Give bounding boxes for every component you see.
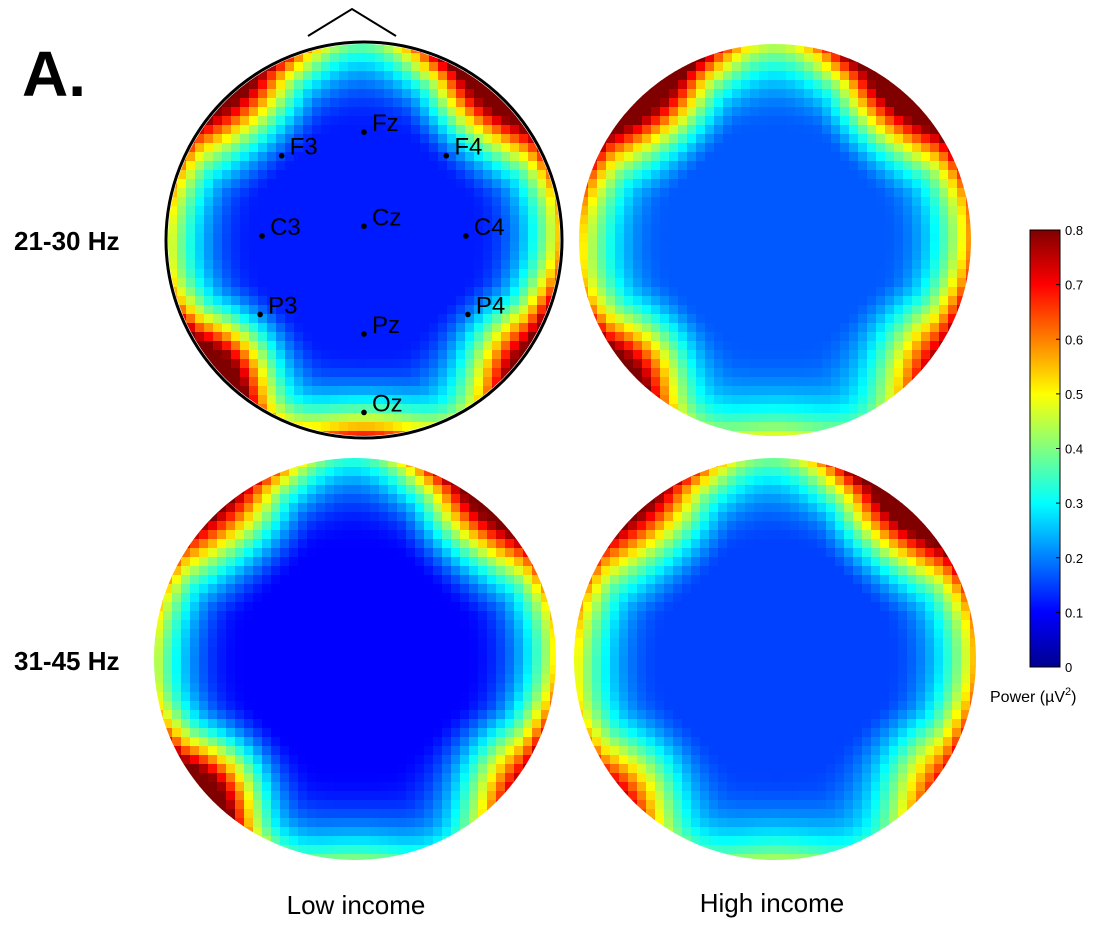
colorbar-tick-label: 0.8 — [1065, 223, 1083, 238]
topomap-layer — [154, 44, 976, 860]
colorbar-tick-label: 0.2 — [1065, 551, 1083, 566]
electrode-dot-p4 — [465, 311, 471, 318]
colorbar: 0 0.1 0.2 0.3 0.4 0.5 0.6 0.7 0.8 Power (µV2) — [990, 223, 1083, 706]
colorbar-tick-label: 0.5 — [1065, 387, 1083, 402]
electrode-label-pz: Pz — [372, 312, 400, 339]
electrode-label-c4: C4 — [474, 214, 505, 241]
electrode-dot-cz — [361, 223, 367, 230]
electrode-label-p4: P4 — [476, 292, 505, 319]
topomap-21-30-hz-low-income — [168, 44, 560, 436]
electrode-label-fz: Fz — [372, 110, 399, 137]
colorbar-title: Power (µV2) — [990, 686, 1076, 706]
head-outline — [164, 40, 564, 440]
colorbar-tick-label: 0.7 — [1065, 278, 1083, 293]
colorbar-title-sup: 2 — [1065, 686, 1071, 698]
electrode-dot-c3 — [259, 233, 265, 239]
colorbar-gradient — [1029, 229, 1061, 668]
colorbar-tick-label: 0.1 — [1065, 605, 1083, 620]
electrode-label-f3: F3 — [290, 134, 318, 161]
colorbar-tick-label: 0.6 — [1065, 332, 1083, 347]
colorbar-title-prefix: Power (µV — [990, 689, 1065, 706]
column-label-low-income: Low income — [287, 890, 426, 920]
panel-letter: A. — [22, 38, 86, 110]
electrode-layer: Fz F3 F4 Cz C3 C4 P3 P4 Pz Oz — [257, 110, 505, 417]
colorbar-title-suffix: ) — [1071, 689, 1076, 706]
row-label-21-30-hz: 21-30 Hz — [14, 226, 120, 256]
colorbar-tick-label: 0.4 — [1065, 442, 1083, 457]
colorbar-ticks: 0 0.1 0.2 0.3 0.4 0.5 0.6 0.7 0.8 — [1056, 223, 1083, 675]
topomap-31-45-hz-low-income — [154, 458, 556, 860]
electrode-label-oz: Oz — [372, 390, 403, 417]
electrode-label-p3: P3 — [268, 292, 297, 319]
electrode-dot-c4 — [463, 233, 469, 239]
topomap-21-30-hz-high-income — [579, 44, 971, 436]
electrode-label-cz: Cz — [372, 204, 401, 231]
colorbar-tick-label: 0 — [1065, 660, 1072, 675]
electrode-dot-p3 — [257, 311, 263, 318]
electrode-dot-fz — [361, 129, 367, 135]
electrode-label-f4: F4 — [454, 134, 482, 161]
row-label-31-45-hz: 31-45 Hz — [14, 646, 120, 676]
column-label-high-income: High income — [700, 888, 845, 918]
colorbar-tick-label: 0.3 — [1065, 496, 1083, 511]
electrode-dot-f4 — [443, 152, 450, 159]
topomap-31-45-hz-high-income — [574, 458, 976, 860]
electrode-dot-f3 — [278, 152, 285, 159]
electrode-label-c3: C3 — [270, 214, 301, 241]
electrode-dot-pz — [361, 331, 367, 337]
electrode-dot-oz — [361, 409, 367, 416]
nose-outline — [307, 7, 397, 37]
